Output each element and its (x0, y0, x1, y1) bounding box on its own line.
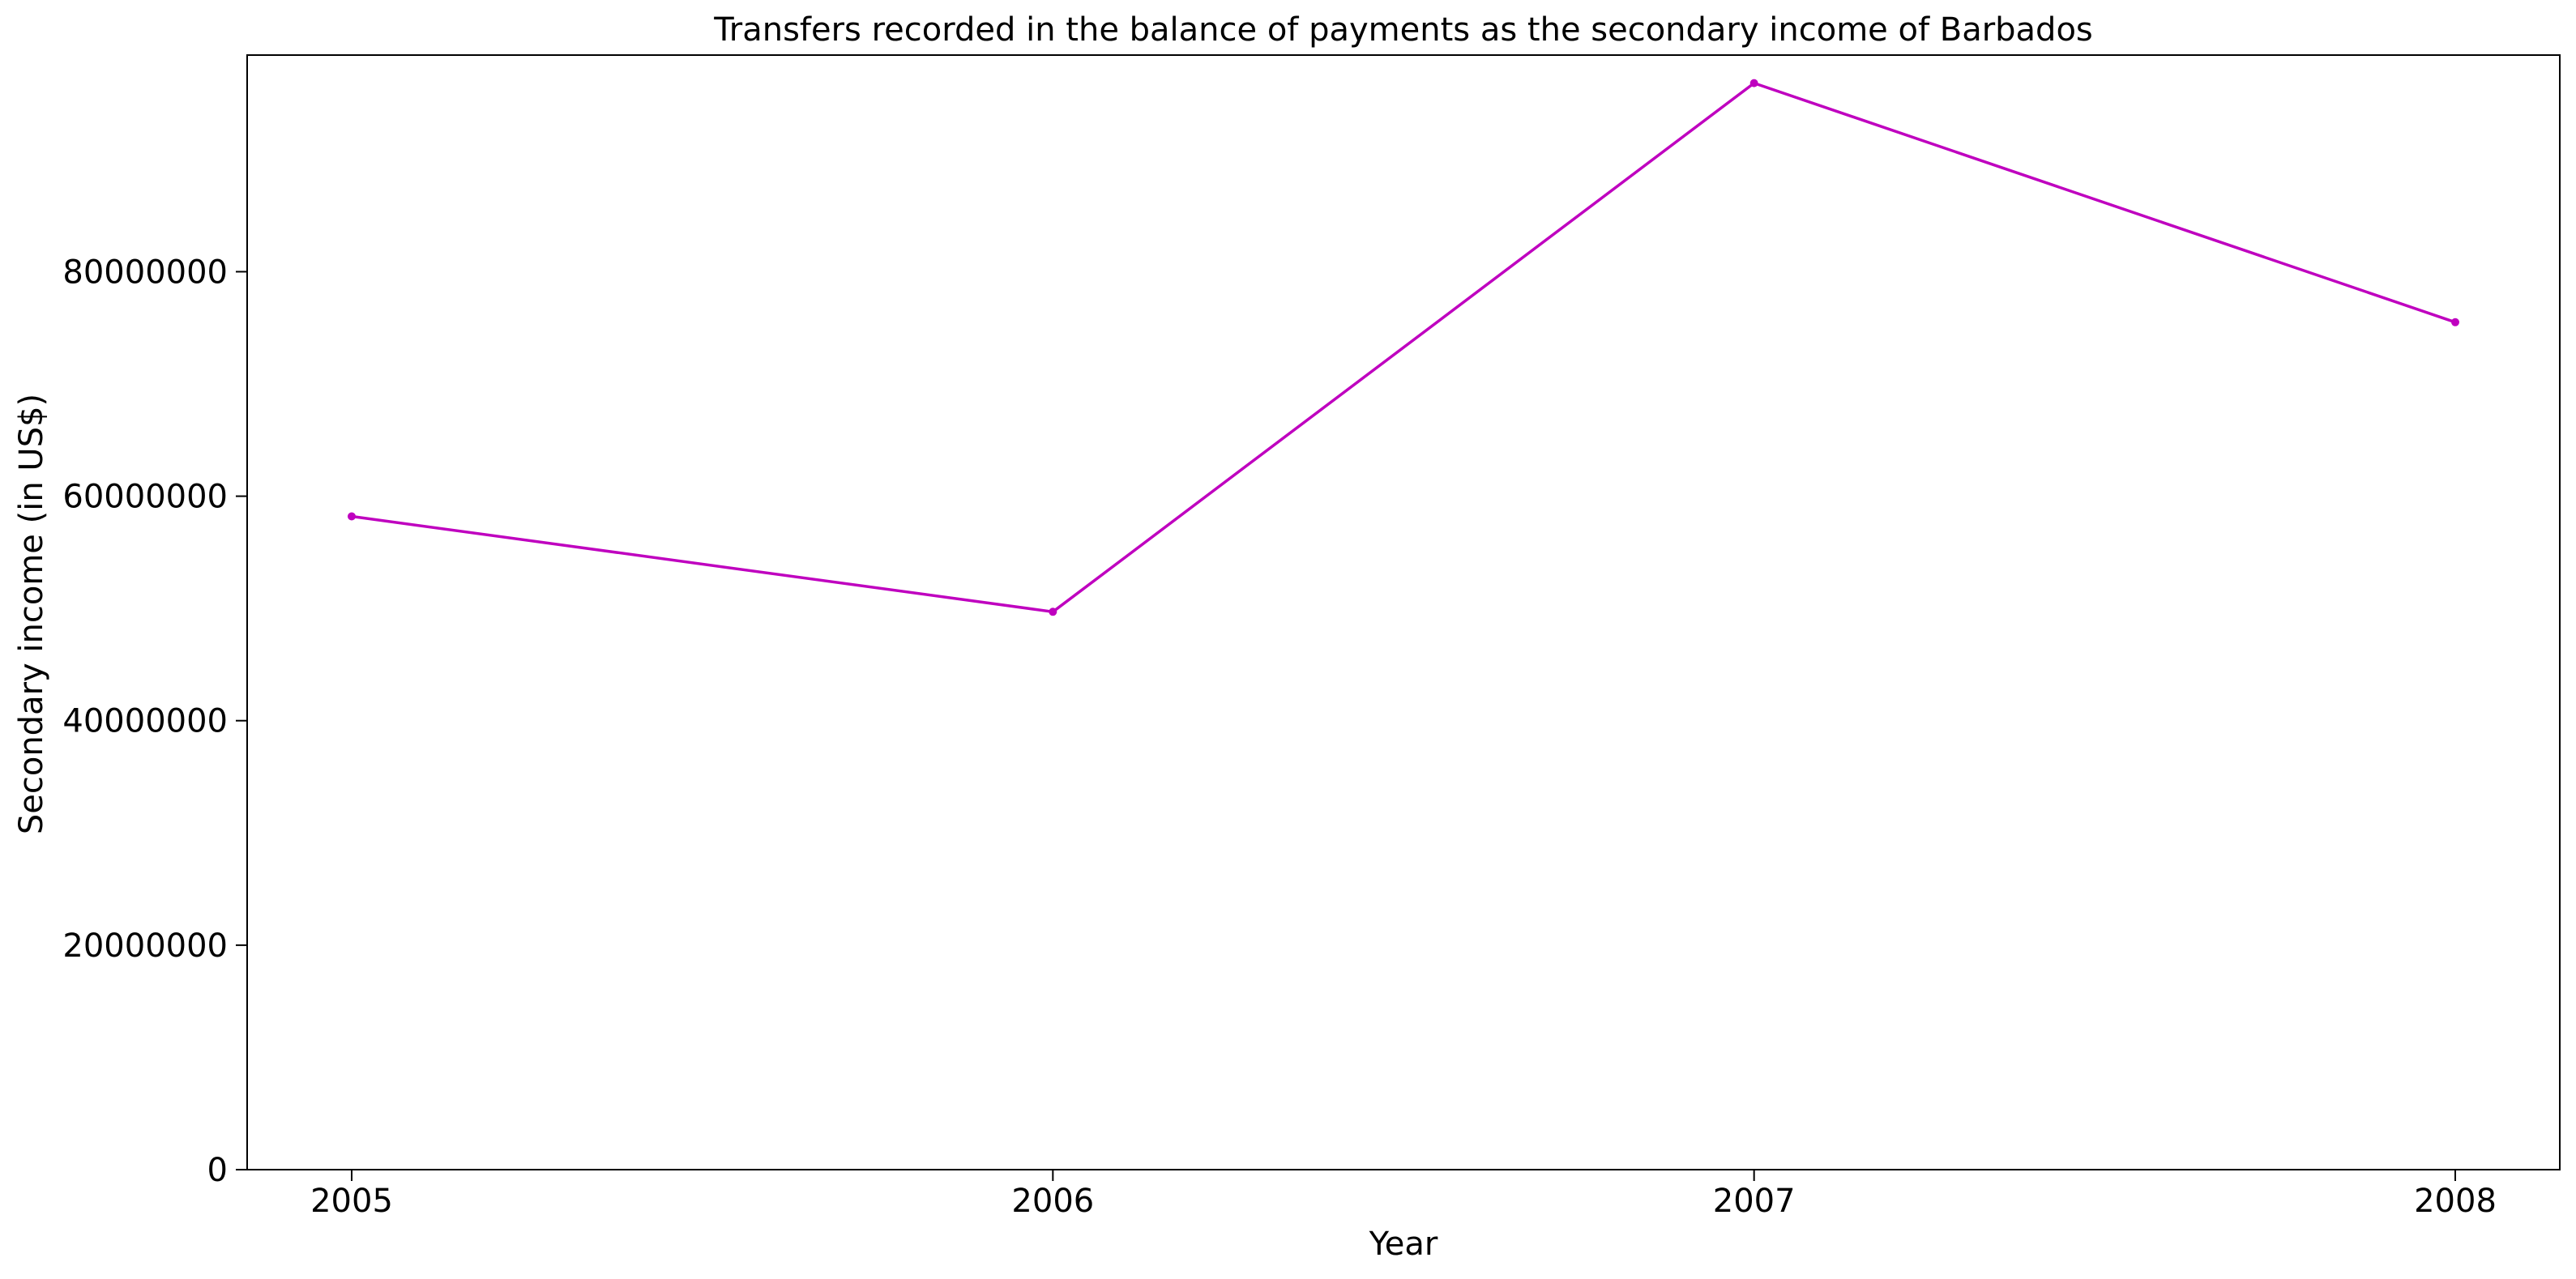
y-tick-label: 60000000 (62, 479, 228, 516)
y-tick-label: 0 (207, 1152, 228, 1189)
x-tick-label: 2006 (1011, 1183, 1094, 1220)
data-point (348, 512, 356, 521)
y-tick-label: 20000000 (62, 927, 228, 965)
y-tick-label: 80000000 (62, 254, 228, 291)
chart-title: Transfers recorded in the balance of pay… (713, 11, 2093, 49)
data-point (1049, 608, 1057, 616)
data-point (1749, 79, 1758, 87)
x-tick-label: 2008 (2414, 1183, 2497, 1220)
series-layer (348, 79, 2459, 616)
series-line (351, 81, 2456, 614)
plot-frame (246, 54, 2561, 1170)
y-tick-label: 40000000 (62, 703, 228, 740)
y-axis-ticks: 0 20000000 40000000 60000000 80000000 (62, 254, 247, 1189)
x-axis-ticks: 2005 2006 2007 2008 (310, 1170, 2497, 1220)
x-axis-label: Year (1369, 1226, 1438, 1263)
x-tick-label: 2005 (310, 1183, 393, 1220)
plot-area (246, 54, 2561, 1170)
data-point (2451, 318, 2459, 326)
y-axis-label: Secondary income (in US$) (13, 394, 50, 834)
x-tick-label: 2007 (1713, 1183, 1796, 1220)
